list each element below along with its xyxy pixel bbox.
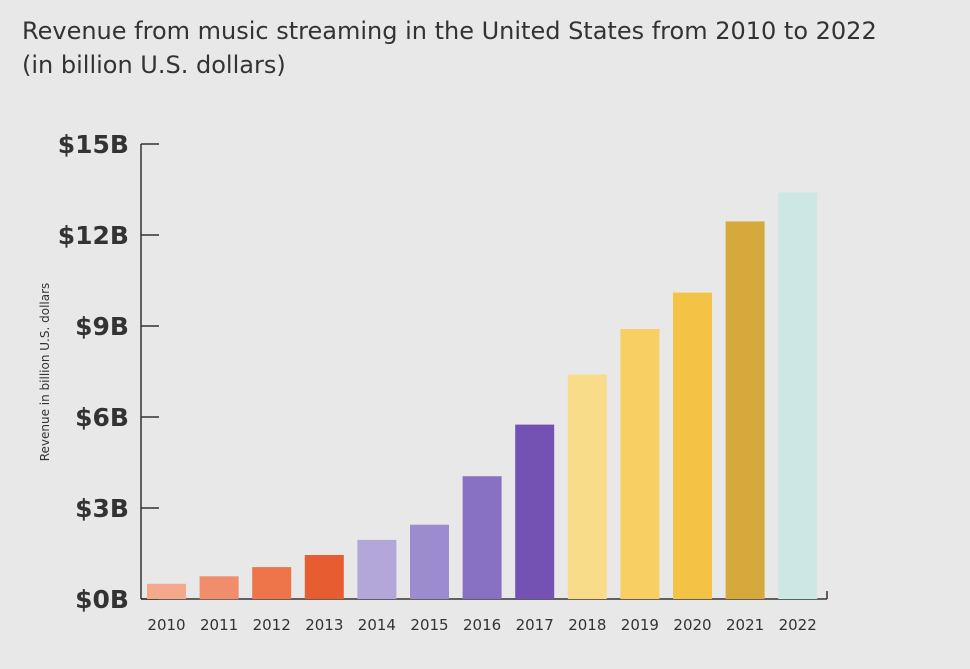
x-tick-label: 2012 [253, 616, 291, 634]
y-tick-label: $6B [75, 403, 129, 432]
x-tick-label: 2017 [516, 616, 554, 634]
bar-2012 [252, 567, 292, 599]
x-tick-label: 2021 [726, 616, 764, 634]
y-tick-label: $0B [75, 585, 129, 614]
bar-2018 [567, 374, 607, 599]
bar-2011 [199, 576, 239, 600]
x-tick-label: 2013 [305, 616, 343, 634]
y-tick-label: $3B [75, 494, 129, 523]
y-tick-label: $12B [58, 221, 129, 250]
bar-2013 [304, 555, 344, 599]
x-tick-label: 2016 [463, 616, 501, 634]
x-tick-label: 2015 [410, 616, 448, 634]
bar-2022 [778, 192, 818, 599]
x-tick-label: 2011 [200, 616, 238, 634]
y-axis-label: Revenue in billion U.S. dollars [38, 283, 52, 462]
y-axis: $0B $3B $6B $9B $12B $15B [58, 130, 159, 614]
chart-title-line: Revenue from music streaming in the Unit… [22, 17, 877, 45]
x-tick-label: 2018 [568, 616, 606, 634]
x-tick-label: 2010 [147, 616, 185, 634]
bar-2021 [725, 221, 765, 599]
bars [147, 192, 818, 600]
y-tick-label: $9B [75, 312, 129, 341]
x-tick-label: 2022 [779, 616, 817, 634]
bar-2014 [357, 539, 397, 599]
bar-2010 [147, 583, 186, 599]
bar-2017 [515, 424, 555, 599]
x-tick-label: 2020 [673, 616, 711, 634]
chart-title: Revenue from music streaming in the Unit… [22, 14, 962, 82]
chart-subtitle-line: (in billion U.S. dollars) [22, 51, 286, 79]
x-tick-label: 2014 [358, 616, 396, 634]
bar-2020 [673, 292, 712, 599]
bar-2015 [410, 524, 449, 599]
bar-2019 [620, 329, 660, 599]
bar-2016 [462, 476, 502, 599]
x-tick-label: 2019 [621, 616, 659, 634]
y-tick-label: $15B [58, 130, 129, 159]
